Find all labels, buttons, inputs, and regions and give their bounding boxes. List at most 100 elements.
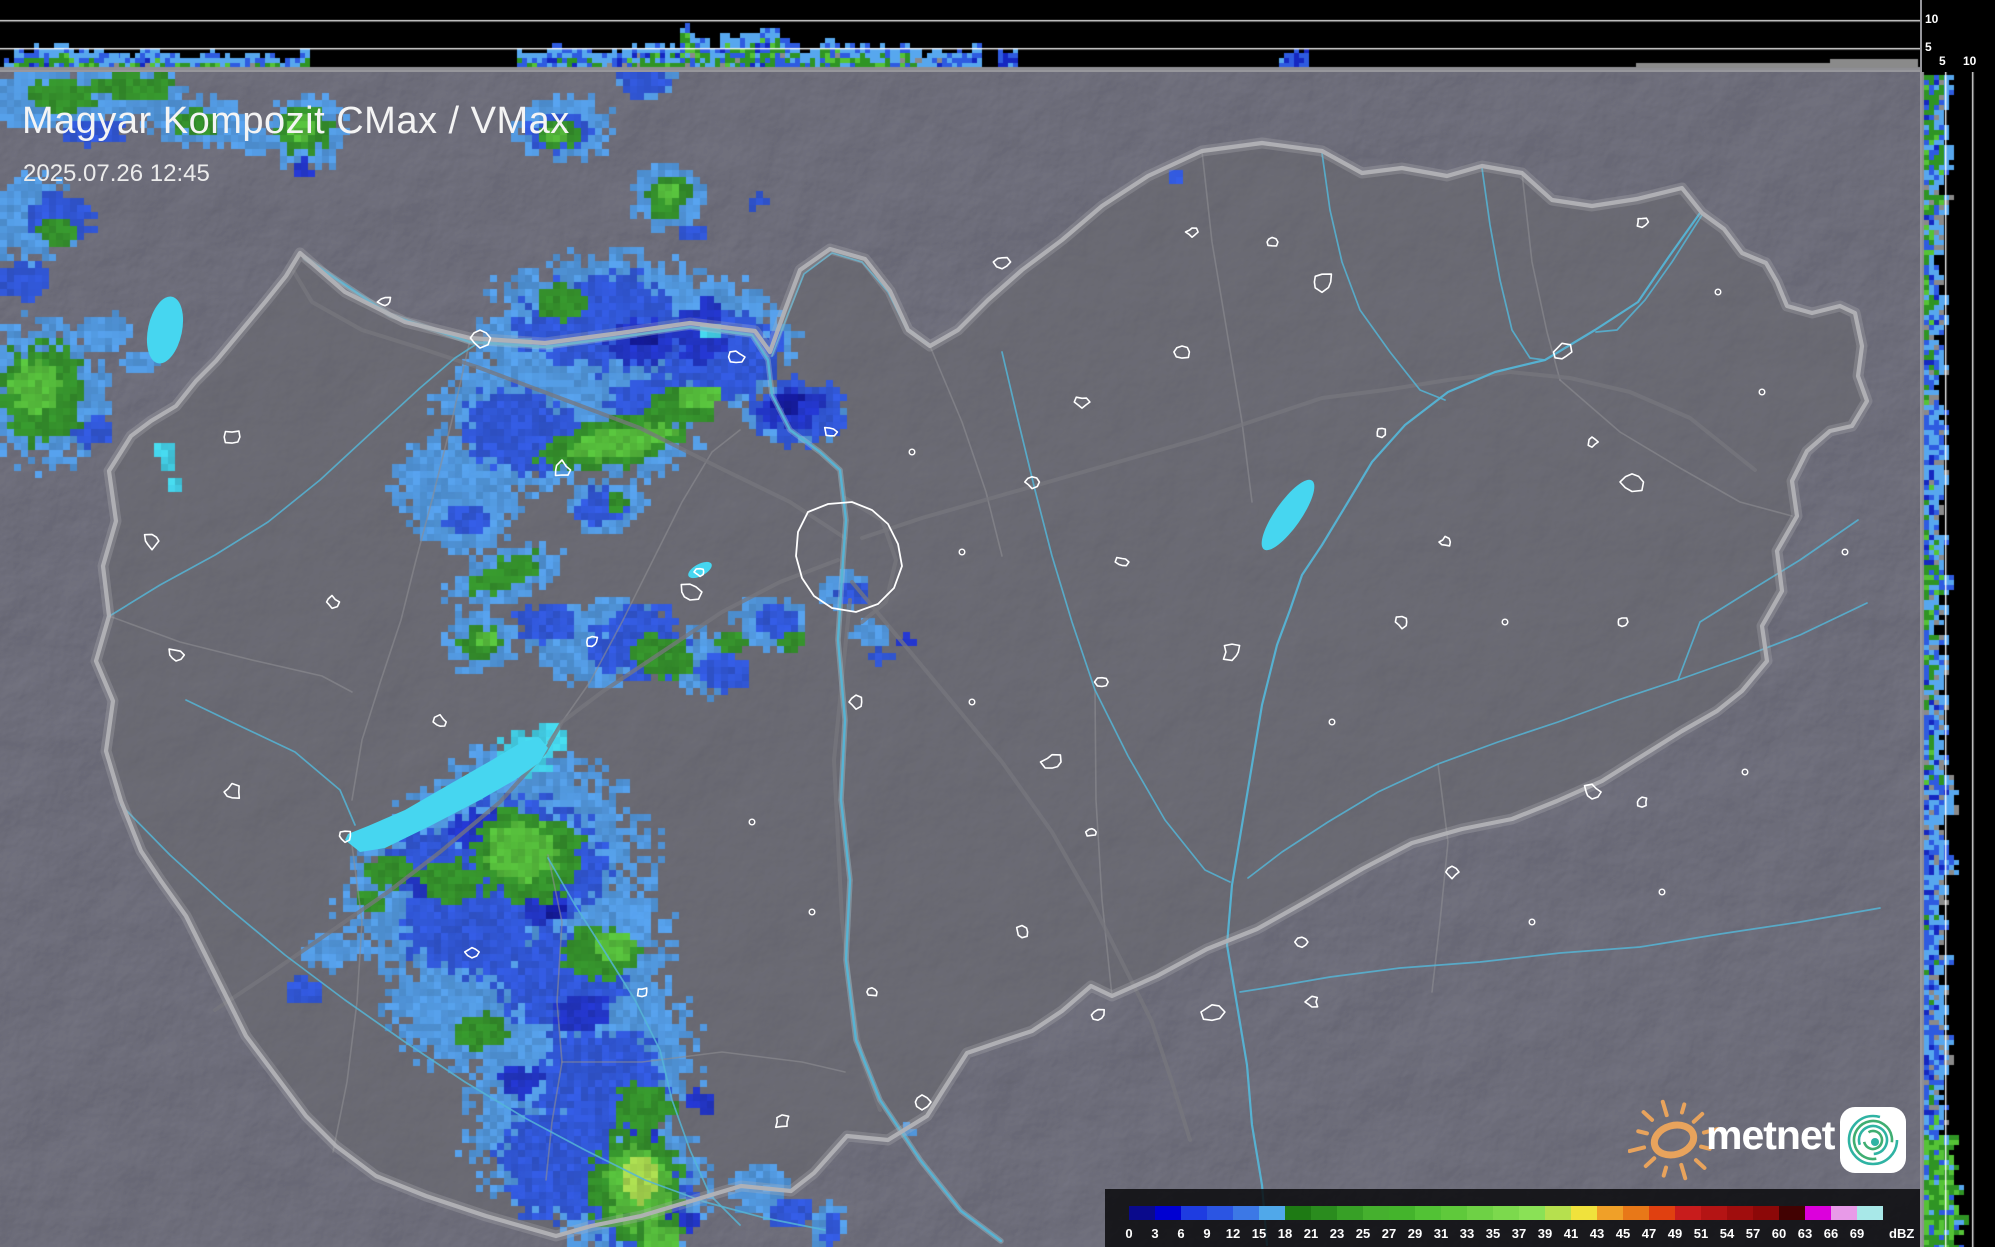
city-outline — [143, 533, 160, 551]
colorbar-swatch-41 — [1571, 1206, 1597, 1220]
axis-label-h5km: 5 — [1939, 54, 1946, 68]
colorbar-label: 63 — [1797, 1226, 1813, 1241]
colorbar-swatch-23 — [1337, 1206, 1363, 1220]
city-outline — [1015, 924, 1029, 939]
city-dot — [1328, 718, 1336, 726]
city-dot — [1501, 618, 1509, 626]
city-outline — [223, 430, 241, 444]
city-dot — [908, 448, 916, 456]
county-boundary — [108, 615, 353, 693]
city-outline — [469, 329, 492, 349]
colorbar-swatch-66 — [1831, 1206, 1857, 1220]
colorbar-swatch-51 — [1701, 1206, 1727, 1220]
colorbar-swatch-3 — [1155, 1206, 1181, 1220]
city-outline — [1024, 476, 1041, 490]
city-outline — [1445, 865, 1460, 880]
colorbar-swatch-0 — [1129, 1206, 1155, 1220]
city-dot — [1658, 888, 1666, 896]
county-boundary — [561, 1051, 846, 1073]
city-outline — [992, 256, 1012, 270]
city-outline — [1313, 273, 1333, 294]
colorbar-swatch-39 — [1545, 1206, 1571, 1220]
motorway — [292, 270, 847, 540]
city-outline — [823, 426, 839, 437]
axis-label-5km: 5 — [1925, 40, 1932, 54]
motorway — [213, 558, 840, 1012]
county-boundary — [351, 339, 471, 801]
colorbar-label: 37 — [1511, 1226, 1527, 1241]
colorbar-label: 25 — [1355, 1226, 1371, 1241]
county-boundary — [1559, 379, 1793, 517]
tisza-river — [1225, 211, 1702, 1247]
city-outline — [376, 296, 392, 307]
river — [1481, 167, 1546, 361]
colorbar-label: 33 — [1459, 1226, 1475, 1241]
logo-text: metnet — [1706, 1112, 1835, 1158]
profile-axis-corner: 10 5 5 10 — [1922, 0, 1995, 70]
river — [1239, 907, 1881, 993]
colorbar-label: 51 — [1693, 1226, 1709, 1241]
city-dot — [968, 698, 976, 706]
timestamp: 2025.07.26 12:45 — [23, 160, 210, 187]
city-outline — [1084, 827, 1097, 837]
page-title: Magyar Kompozit CMax / VMax — [22, 100, 570, 142]
river — [107, 342, 479, 618]
colorbar-label: 57 — [1745, 1226, 1761, 1241]
colorbar-label: 3 — [1151, 1226, 1159, 1241]
city-outline — [586, 635, 599, 648]
lake-tiszato — [1261, 479, 1315, 551]
vertical-profile-right-strip — [1922, 72, 1995, 1247]
county-boundary — [1201, 150, 1253, 503]
city-outline — [1583, 783, 1602, 800]
colorbar-label: 0 — [1125, 1226, 1133, 1241]
city-outline — [1636, 796, 1648, 808]
motorway — [843, 496, 898, 624]
city-outline — [1090, 1008, 1105, 1021]
colorbar-label: 31 — [1433, 1226, 1449, 1241]
city-outline — [325, 594, 341, 610]
city-outline — [1587, 436, 1599, 448]
right-strip-divider — [1920, 0, 1922, 1247]
city-dot — [1758, 388, 1766, 396]
colorbar-label: 60 — [1771, 1226, 1787, 1241]
colorbar-label: 18 — [1277, 1226, 1293, 1241]
city-outline — [914, 1094, 932, 1111]
colorbar-swatch-18 — [1285, 1206, 1311, 1220]
colorbar-swatch-63 — [1805, 1206, 1831, 1220]
city-dot — [958, 548, 966, 556]
city-outline — [1294, 936, 1309, 949]
city-outline — [1222, 643, 1241, 662]
colorbar-swatch-27 — [1389, 1206, 1415, 1220]
colorbar-label: 27 — [1381, 1226, 1397, 1241]
colorbar-label: 43 — [1589, 1226, 1605, 1241]
city-dot — [808, 908, 816, 916]
city-dot — [1714, 288, 1722, 296]
city-outline — [693, 567, 705, 578]
city-outline-budapest — [795, 501, 903, 613]
colorbar-label: 47 — [1641, 1226, 1657, 1241]
colorbar-label: 21 — [1303, 1226, 1319, 1241]
city-outline — [168, 648, 186, 662]
motorway — [860, 370, 1757, 540]
city-outline — [338, 830, 352, 844]
colorbar-label: 35 — [1485, 1226, 1501, 1241]
city-outline — [866, 987, 878, 997]
colorbar-swatch-47 — [1649, 1206, 1675, 1220]
axis-label-h10km: 10 — [1963, 54, 1977, 68]
colorbar-swatch-12 — [1233, 1206, 1259, 1220]
city-outline — [680, 583, 703, 601]
colorbar-swatch-25 — [1363, 1206, 1389, 1220]
county-boundary — [332, 844, 363, 1153]
river — [1595, 214, 1703, 333]
city-outline — [1552, 342, 1573, 360]
city-outline — [554, 459, 572, 477]
river — [1321, 152, 1446, 401]
county-boundary — [929, 345, 1003, 557]
colorbar-label: 15 — [1251, 1226, 1267, 1241]
county-boundary — [1431, 763, 1449, 993]
colorbar-swatch-57 — [1753, 1206, 1779, 1220]
lake-velence — [688, 561, 712, 579]
city-outline — [432, 713, 447, 727]
city-outline — [1184, 227, 1199, 238]
